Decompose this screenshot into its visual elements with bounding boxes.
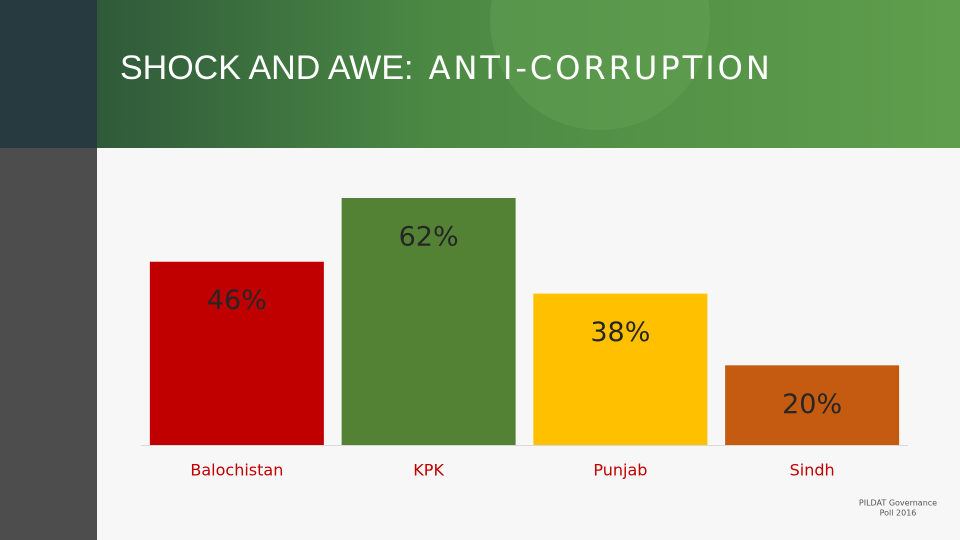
bar xyxy=(725,365,900,445)
chart-title: SHOCK AND AWE: ANTI-CORRUPTION xyxy=(120,49,773,87)
value-label: 46% xyxy=(207,285,267,316)
x-tick-label: Balochistan xyxy=(190,461,283,480)
value-label: 20% xyxy=(782,389,842,420)
bar xyxy=(341,198,516,445)
bar xyxy=(533,293,708,445)
source-note: PILDAT Governance xyxy=(859,499,937,508)
value-label: 62% xyxy=(399,222,459,253)
title-part: SHOCK AND AWE: xyxy=(120,49,413,87)
x-tick-label: Punjab xyxy=(593,461,647,480)
side-strip-top xyxy=(0,0,97,148)
x-tick-label: KPK xyxy=(413,461,444,480)
bar xyxy=(149,261,324,445)
x-tick-label: Sindh xyxy=(790,461,835,480)
title-banner xyxy=(97,0,960,148)
title-part: ANTI-CORRUPTION xyxy=(429,49,773,87)
value-label: 38% xyxy=(590,317,650,348)
banner-decoration xyxy=(490,0,710,130)
source-note: Poll 2016 xyxy=(880,509,917,518)
